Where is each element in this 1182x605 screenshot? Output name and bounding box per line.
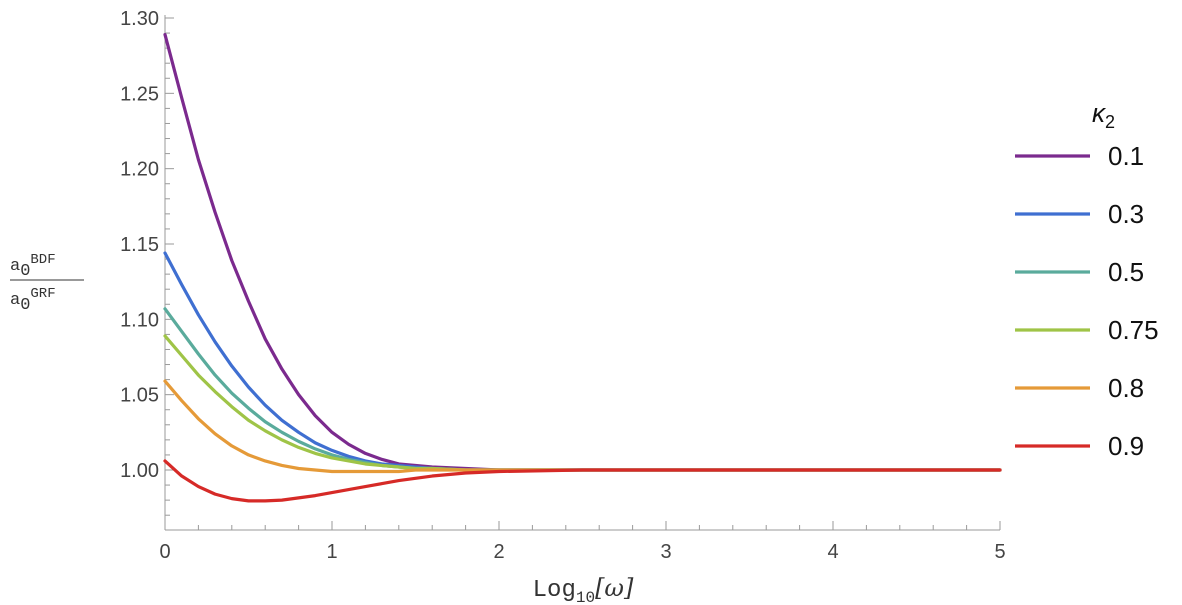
x-tick-label: 2 xyxy=(493,541,504,563)
numerator-base: a xyxy=(10,257,20,276)
x-tick-label: 4 xyxy=(827,541,838,563)
x-tick-label: 5 xyxy=(994,541,1005,563)
legend-label: 0.1 xyxy=(1108,141,1144,171)
denominator-base: a xyxy=(10,291,20,310)
y-tick-label: 1.05 xyxy=(120,385,159,407)
legend-label: 0.5 xyxy=(1108,257,1144,287)
denominator-sup: GRF xyxy=(30,286,55,302)
x-axis-ticks: 0 1 2 3 4 5 xyxy=(159,521,1006,563)
y-tick-label: 1.15 xyxy=(120,234,159,256)
x-tick-label: 0 xyxy=(159,541,170,563)
legend-label: 0.8 xyxy=(1108,373,1144,403)
legend-label: 0.9 xyxy=(1108,431,1144,461)
y-tick-label: 1.25 xyxy=(120,83,159,105)
legend-label: 0.75 xyxy=(1108,315,1159,345)
y-tick-label: 1.00 xyxy=(120,460,159,482)
x-axis-label-sub: 10 xyxy=(576,589,595,605)
y-axis-label-denominator: a0GRF xyxy=(10,286,56,315)
legend-title-sub: 2 xyxy=(1105,112,1115,132)
y-axis-ticks: 1.00 1.05 1.10 1.15 1.20 1.25 1.30 xyxy=(120,8,174,516)
legend-title: κ2 xyxy=(1092,98,1115,132)
x-axis-label-base: Log xyxy=(533,577,576,604)
series-lines xyxy=(163,32,1002,503)
numerator-sup: BDF xyxy=(30,252,55,268)
axes: 1.00 1.05 1.10 1.15 1.20 1.25 1.30 0 1 2 3 4 5 xyxy=(120,8,1006,563)
y-axis-label: a0BDF a0GRF xyxy=(10,252,84,315)
numerator-sub: 0 xyxy=(20,262,30,281)
denominator-sub: 0 xyxy=(20,296,30,315)
y-axis-label-numerator: a0BDF xyxy=(10,252,56,281)
x-axis-label: Log10[ω] xyxy=(533,574,634,605)
legend-title-base: κ xyxy=(1092,98,1107,128)
legend-items: 0.1 0.3 0.5 0.75 0.8 0.9 xyxy=(1015,141,1159,461)
y-tick-label: 1.30 xyxy=(120,8,159,30)
x-tick-label: 1 xyxy=(326,541,337,563)
x-axis-label-rest: [ω] xyxy=(595,574,634,602)
y-tick-label: 1.20 xyxy=(120,159,159,181)
series-line-0-75 xyxy=(163,334,1002,472)
legend-label: 0.3 xyxy=(1108,199,1144,229)
series-line-0-1 xyxy=(163,32,1002,472)
series-line-0-5 xyxy=(163,307,1002,472)
legend: κ2 0.1 0.3 0.5 0.75 0.8 0.9 xyxy=(1015,98,1159,461)
series-line-0-9 xyxy=(163,459,1002,503)
x-tick-label: 3 xyxy=(660,541,671,563)
y-tick-label: 1.10 xyxy=(120,309,159,331)
